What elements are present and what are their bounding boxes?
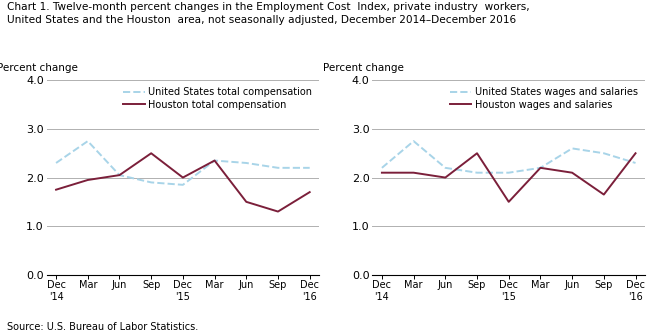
Houston wages and salaries (505, 200, 513, 204)
Line: Houston total compensation: Houston total compensation (56, 153, 310, 212)
Houston total compensation (242, 200, 250, 204)
Houston wages and salaries (568, 171, 576, 175)
Houston total compensation (52, 188, 60, 192)
Line: United States total compensation: United States total compensation (56, 141, 310, 185)
United States wages and salaries (632, 161, 640, 165)
Text: Percent change: Percent change (323, 63, 404, 73)
Houston total compensation (147, 151, 155, 155)
United States total compensation (84, 139, 92, 143)
Houston wages and salaries (632, 151, 640, 155)
Legend: United States total compensation, Houston total compensation: United States total compensation, Housto… (121, 85, 315, 112)
United States total compensation (116, 173, 124, 177)
Houston total compensation (84, 178, 92, 182)
United States wages and salaries (568, 146, 576, 150)
United States total compensation (306, 166, 314, 170)
Houston total compensation (274, 210, 282, 214)
Houston wages and salaries (378, 171, 386, 175)
Houston wages and salaries (537, 166, 545, 170)
Line: United States wages and salaries: United States wages and salaries (382, 141, 636, 173)
United States total compensation (211, 158, 219, 162)
United States wages and salaries (410, 139, 418, 143)
Houston total compensation (211, 158, 219, 162)
Text: Source: U.S. Bureau of Labor Statistics.: Source: U.S. Bureau of Labor Statistics. (7, 322, 198, 332)
United States total compensation (242, 161, 250, 165)
United States wages and salaries (600, 151, 608, 155)
United States wages and salaries (473, 171, 481, 175)
Houston total compensation (116, 173, 124, 177)
Houston wages and salaries (442, 176, 450, 180)
United States total compensation (274, 166, 282, 170)
United States total compensation (147, 180, 155, 184)
Text: Chart 1. Twelve-month percent changes in the Employment Cost  Index, private ind: Chart 1. Twelve-month percent changes in… (7, 2, 529, 25)
United States wages and salaries (505, 171, 513, 175)
Line: Houston wages and salaries: Houston wages and salaries (382, 153, 636, 202)
United States wages and salaries (378, 166, 386, 170)
United States wages and salaries (537, 166, 545, 170)
United States total compensation (52, 161, 60, 165)
United States total compensation (179, 183, 187, 187)
Houston wages and salaries (473, 151, 481, 155)
Houston wages and salaries (600, 193, 608, 197)
Houston total compensation (306, 190, 314, 194)
Text: Percent change: Percent change (0, 63, 78, 73)
Houston total compensation (179, 176, 187, 180)
Houston wages and salaries (410, 171, 418, 175)
Legend: United States wages and salaries, Houston wages and salaries: United States wages and salaries, Housto… (448, 85, 640, 112)
United States wages and salaries (442, 166, 450, 170)
